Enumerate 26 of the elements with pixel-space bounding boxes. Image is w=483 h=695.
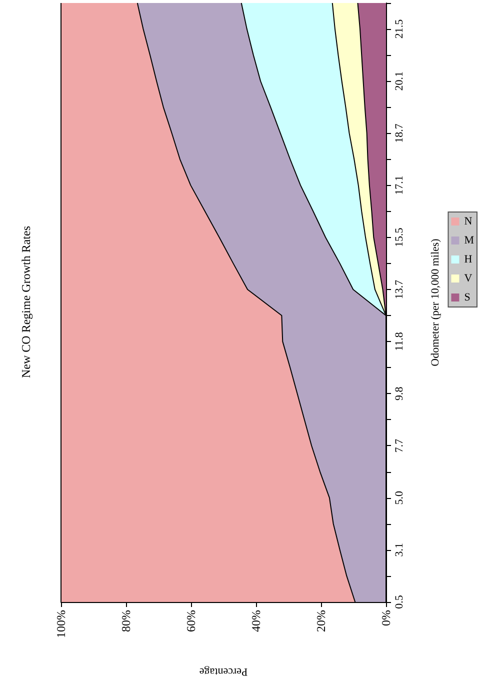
y-tick-label: 17.1 (394, 176, 406, 195)
legend-label: H (464, 254, 472, 266)
y-tick-label: 15.5 (394, 227, 406, 248)
y-tick-label: 5.0 (394, 490, 406, 505)
x-tick-label: 0% (379, 610, 393, 626)
legend-label: S (464, 292, 470, 304)
y-tick-label: 20.1 (394, 72, 406, 91)
x-axis-title: Percentage (199, 666, 248, 678)
y-tick-label: 9.8 (394, 386, 406, 401)
legend-label: V (464, 272, 472, 284)
y-axis-title: Odometer (per 10,000 miles) (430, 238, 442, 366)
x-tick-label: 20% (314, 610, 328, 632)
y-tick-label: 21.5 (394, 18, 406, 39)
y-tick-label: 7.7 (394, 438, 406, 453)
legend-label: N (464, 216, 472, 228)
x-tick-label: 80% (119, 610, 133, 632)
text: New CO Regime Growth Rates (19, 226, 33, 378)
x-tick-label: 100% (54, 610, 68, 638)
y-tick-label: 13.7 (394, 279, 406, 300)
y-tick-label: 3.1 (394, 543, 406, 557)
y-tick-label: 11.8 (394, 332, 406, 351)
x-tick-label: 40% (249, 610, 263, 632)
y-tick-label: 18.7 (394, 123, 406, 143)
legend-label: M (464, 234, 474, 246)
y-tick-label: 0.5 (394, 594, 406, 609)
x-tick-label: 60% (184, 610, 198, 632)
